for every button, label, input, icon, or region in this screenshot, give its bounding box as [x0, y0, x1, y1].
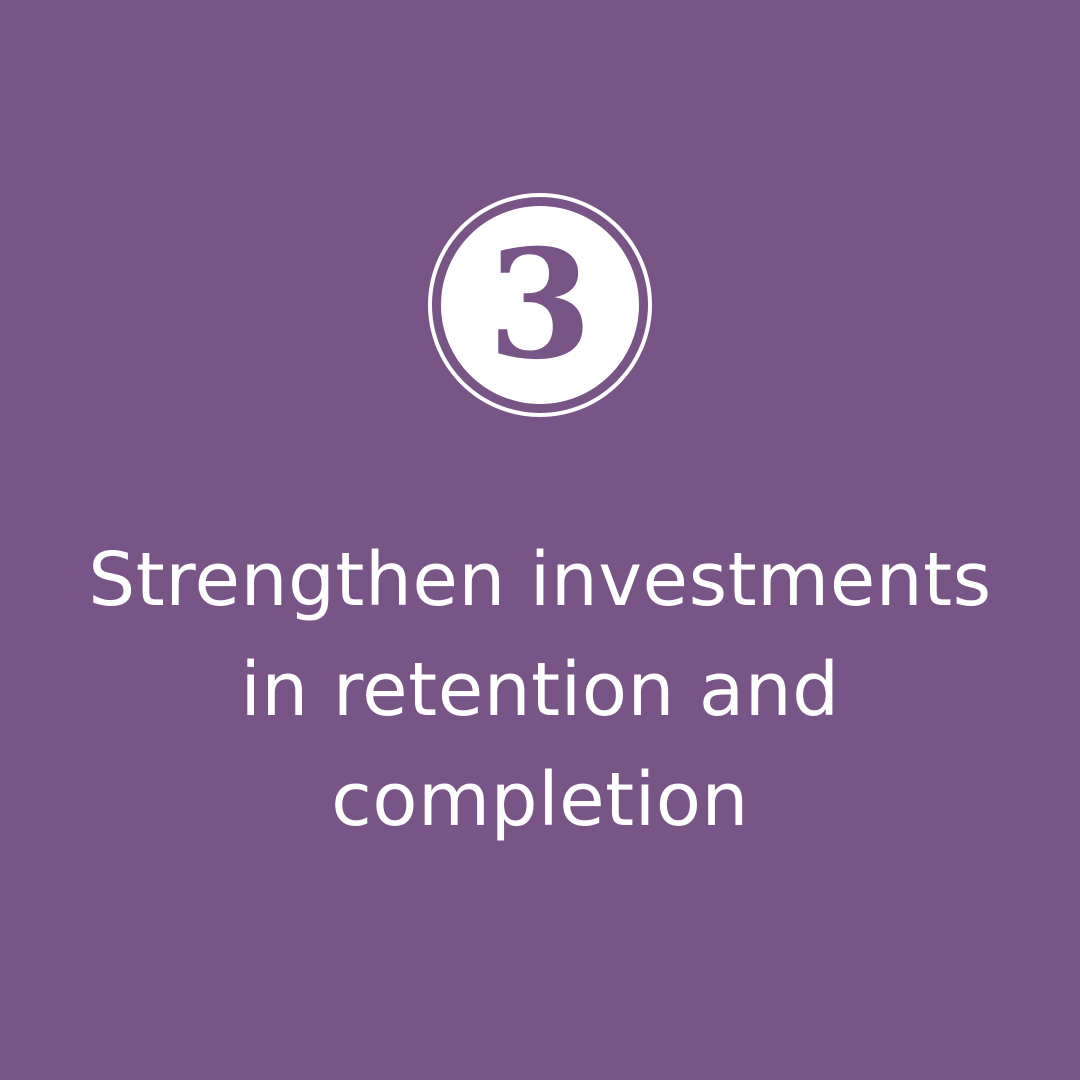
headline-line-3: completion — [331, 757, 749, 843]
circled-number-icon: 3 — [428, 193, 652, 417]
headline: Strengthen investments in retention and … — [40, 525, 1040, 855]
step-number: 3 — [488, 217, 592, 393]
headline-line-1: Strengthen investments — [88, 537, 992, 623]
headline-line-2: in retention and — [240, 647, 840, 733]
